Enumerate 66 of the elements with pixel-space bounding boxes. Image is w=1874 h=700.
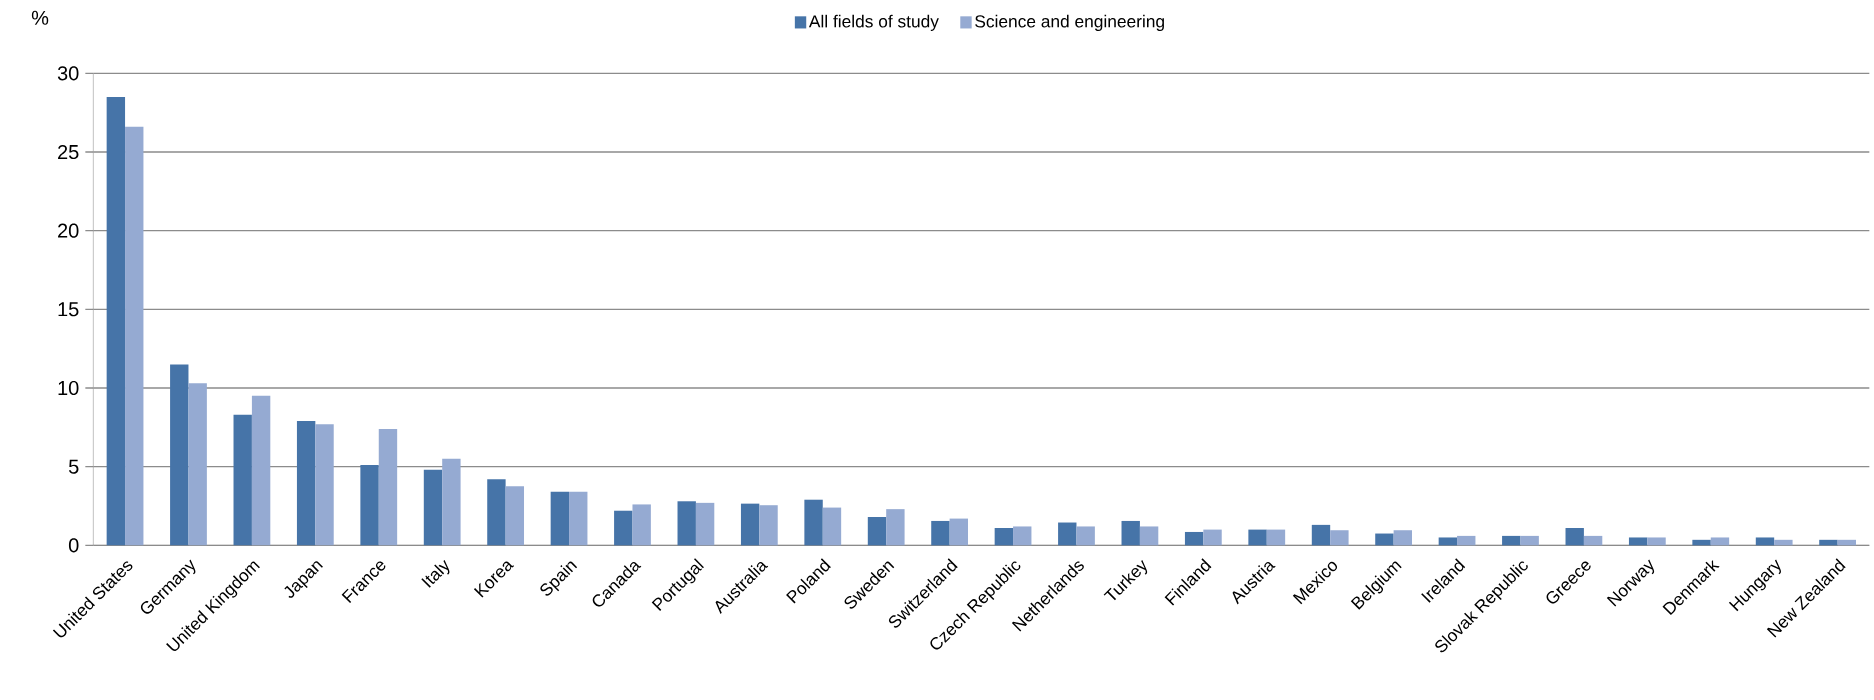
bar xyxy=(632,504,651,546)
bar xyxy=(886,509,905,546)
y-tick-label: 10 xyxy=(58,380,79,396)
bar xyxy=(1819,539,1838,546)
bar xyxy=(1628,537,1648,546)
bar xyxy=(188,383,207,546)
bar xyxy=(740,503,760,546)
bar xyxy=(994,528,1014,546)
bar xyxy=(1502,535,1521,546)
bar xyxy=(296,421,316,546)
bar xyxy=(867,517,887,546)
bar xyxy=(360,465,379,546)
bar xyxy=(251,395,271,546)
bar xyxy=(1013,526,1032,546)
bar xyxy=(949,518,969,546)
bar xyxy=(1184,531,1204,546)
y-tick-label: 15 xyxy=(58,302,79,317)
bar xyxy=(1565,528,1584,546)
bar xyxy=(170,364,189,546)
bar xyxy=(442,458,461,546)
y-tick-label: 20 xyxy=(58,223,79,238)
bar xyxy=(1583,535,1603,546)
bar xyxy=(614,510,633,546)
bar xyxy=(1058,522,1077,546)
bar xyxy=(1139,526,1159,546)
bar xyxy=(1121,520,1140,546)
x-tick-label: Italy xyxy=(421,559,450,588)
legend-label: All fields of study xyxy=(808,14,939,31)
y-tick-label: 25 xyxy=(58,144,79,160)
bar xyxy=(804,499,823,546)
bar xyxy=(1774,539,1793,546)
bar xyxy=(1375,533,1394,546)
bar xyxy=(931,520,950,546)
bar xyxy=(759,505,778,546)
bar xyxy=(1438,537,1458,546)
bar xyxy=(1647,537,1666,546)
bar xyxy=(1457,535,1476,546)
bar xyxy=(550,491,570,546)
bar xyxy=(233,414,252,546)
y-tick-label: 5 xyxy=(68,459,79,474)
bar xyxy=(822,507,842,546)
bar xyxy=(1393,530,1413,546)
bar xyxy=(1076,526,1095,546)
bar xyxy=(315,424,334,546)
bar xyxy=(1311,524,1331,546)
bar xyxy=(505,486,525,546)
bar xyxy=(1710,537,1730,546)
bar xyxy=(1330,530,1349,546)
bar xyxy=(378,428,398,546)
legend-label: Science and engineering xyxy=(975,14,1164,31)
bar xyxy=(1248,529,1267,546)
bar xyxy=(1692,539,1711,546)
bar xyxy=(423,469,443,546)
bar xyxy=(1755,537,1775,546)
bar xyxy=(677,501,696,546)
bar xyxy=(1520,535,1539,546)
bar xyxy=(125,126,144,546)
y-tick-label: 0 xyxy=(68,538,79,553)
y-tick-label: 30 xyxy=(57,66,79,81)
bar xyxy=(1266,529,1286,546)
bar xyxy=(695,502,715,546)
bar xyxy=(487,479,506,546)
bar xyxy=(1203,529,1222,546)
y-axis-title: % xyxy=(31,10,49,25)
bar xyxy=(106,96,126,546)
bar xyxy=(569,491,588,546)
